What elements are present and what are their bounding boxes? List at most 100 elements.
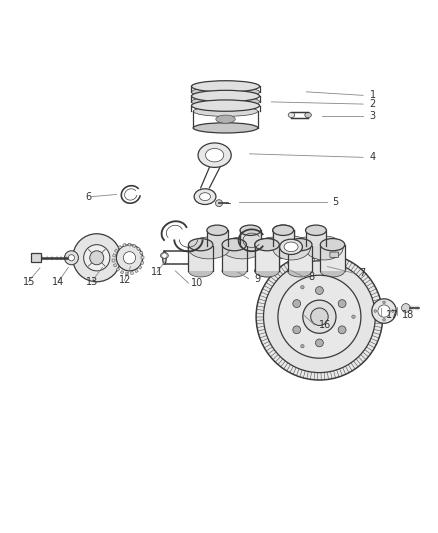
Bar xyxy=(114,249,118,253)
Ellipse shape xyxy=(255,265,279,277)
FancyBboxPatch shape xyxy=(330,252,339,257)
Ellipse shape xyxy=(273,225,293,236)
Circle shape xyxy=(300,344,304,348)
Text: 8: 8 xyxy=(308,271,314,281)
Text: 10: 10 xyxy=(191,278,203,288)
Circle shape xyxy=(264,261,375,373)
Ellipse shape xyxy=(160,253,168,259)
Ellipse shape xyxy=(306,241,326,251)
Ellipse shape xyxy=(305,112,311,118)
Bar xyxy=(288,245,312,271)
Ellipse shape xyxy=(284,242,298,252)
Circle shape xyxy=(383,318,385,321)
Ellipse shape xyxy=(254,237,296,259)
Ellipse shape xyxy=(280,239,302,254)
Ellipse shape xyxy=(306,225,326,236)
Ellipse shape xyxy=(207,241,228,251)
Ellipse shape xyxy=(205,148,224,162)
Ellipse shape xyxy=(273,225,293,236)
Ellipse shape xyxy=(191,90,260,102)
Text: 11: 11 xyxy=(151,267,163,277)
Circle shape xyxy=(90,251,104,265)
Ellipse shape xyxy=(288,239,312,251)
Ellipse shape xyxy=(273,241,293,251)
Bar xyxy=(113,259,115,262)
Bar xyxy=(255,245,279,271)
Bar xyxy=(188,245,213,271)
Circle shape xyxy=(372,299,396,323)
Text: 14: 14 xyxy=(52,277,64,287)
Ellipse shape xyxy=(287,237,329,259)
Circle shape xyxy=(378,305,390,317)
Text: 18: 18 xyxy=(403,310,415,319)
Circle shape xyxy=(124,252,136,264)
Circle shape xyxy=(338,326,346,334)
Ellipse shape xyxy=(200,193,211,200)
Ellipse shape xyxy=(255,239,279,251)
Text: 6: 6 xyxy=(86,192,92,201)
Bar xyxy=(120,270,124,274)
Circle shape xyxy=(300,286,304,289)
Bar xyxy=(138,265,142,269)
Ellipse shape xyxy=(305,236,343,260)
Bar xyxy=(116,268,120,271)
Circle shape xyxy=(402,304,410,312)
Bar xyxy=(132,244,136,248)
Ellipse shape xyxy=(320,265,345,277)
Ellipse shape xyxy=(188,237,230,259)
Bar xyxy=(222,245,247,271)
Ellipse shape xyxy=(288,265,312,277)
Bar xyxy=(135,269,138,273)
Circle shape xyxy=(256,253,383,380)
Text: 7: 7 xyxy=(359,268,365,278)
Ellipse shape xyxy=(198,143,231,167)
Text: 2: 2 xyxy=(370,99,376,109)
Circle shape xyxy=(278,275,361,358)
Bar xyxy=(306,230,326,246)
Ellipse shape xyxy=(191,80,260,92)
Ellipse shape xyxy=(193,123,258,133)
Ellipse shape xyxy=(193,106,258,116)
Bar xyxy=(118,246,122,249)
Circle shape xyxy=(84,245,110,271)
Bar xyxy=(240,230,261,246)
Ellipse shape xyxy=(272,236,311,260)
Ellipse shape xyxy=(222,239,247,251)
Ellipse shape xyxy=(255,265,279,277)
Bar xyxy=(207,230,228,246)
Text: 5: 5 xyxy=(332,197,339,207)
Text: 16: 16 xyxy=(319,320,332,329)
Ellipse shape xyxy=(191,100,260,111)
Circle shape xyxy=(68,255,74,261)
Bar xyxy=(123,244,126,247)
Text: 12: 12 xyxy=(119,276,131,286)
Text: 4: 4 xyxy=(370,152,376,163)
Ellipse shape xyxy=(194,189,216,205)
Ellipse shape xyxy=(188,265,213,277)
Ellipse shape xyxy=(191,96,260,107)
Circle shape xyxy=(215,200,223,207)
Circle shape xyxy=(117,245,143,271)
Bar xyxy=(125,272,128,275)
Ellipse shape xyxy=(240,225,261,236)
Ellipse shape xyxy=(240,241,261,251)
Bar xyxy=(273,230,293,246)
Bar xyxy=(141,261,144,264)
Bar xyxy=(141,256,144,259)
Bar xyxy=(255,245,279,271)
Circle shape xyxy=(293,300,300,308)
Circle shape xyxy=(338,300,346,308)
Circle shape xyxy=(303,300,336,333)
Bar xyxy=(320,245,345,271)
Text: 9: 9 xyxy=(254,274,260,284)
Text: 3: 3 xyxy=(370,111,376,121)
Circle shape xyxy=(392,310,394,312)
Bar xyxy=(113,254,116,257)
Bar xyxy=(131,271,134,274)
Circle shape xyxy=(64,251,78,265)
Text: 17: 17 xyxy=(386,310,398,319)
Ellipse shape xyxy=(273,241,293,251)
Ellipse shape xyxy=(188,239,213,251)
Circle shape xyxy=(162,253,167,258)
Ellipse shape xyxy=(320,239,345,251)
